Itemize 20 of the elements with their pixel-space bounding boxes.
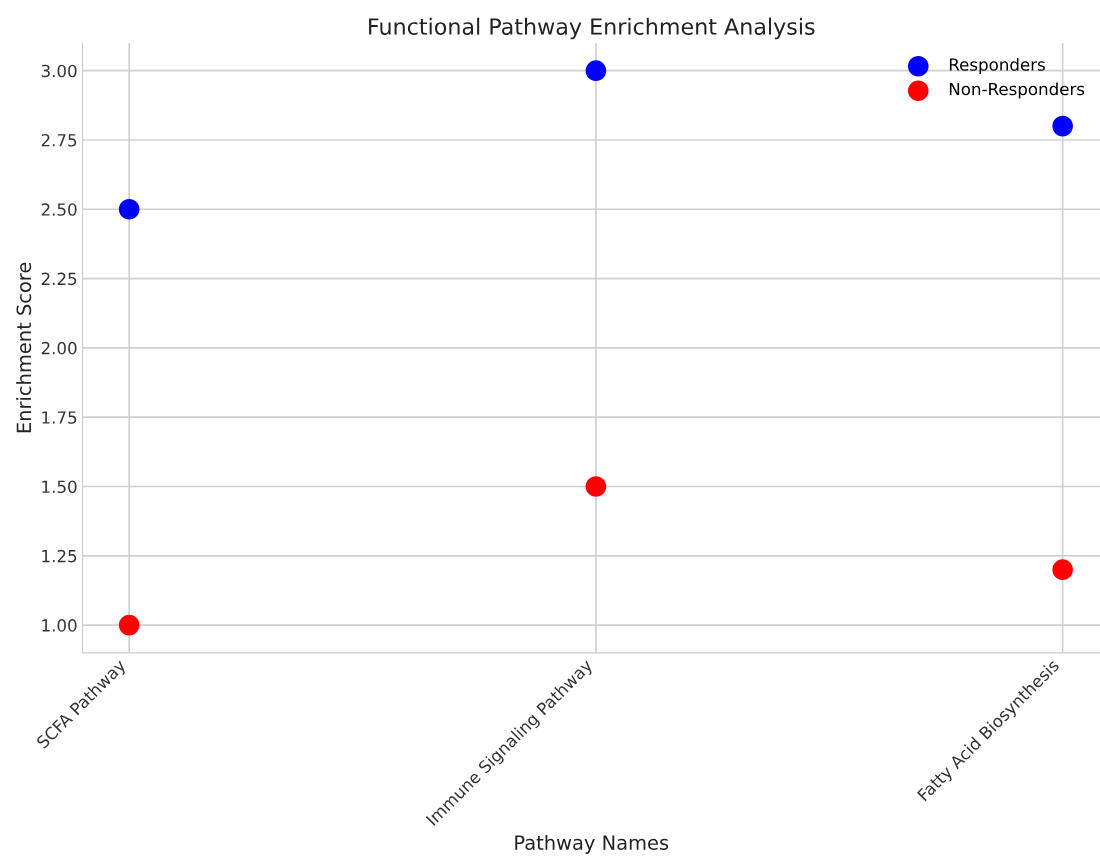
y-tick-label: 1.75 [42, 411, 77, 424]
y-tick-label: 2.25 [41, 272, 77, 286]
y-tick-label: 1.00 [42, 619, 77, 632]
point [1052, 115, 1073, 137]
y-tick-label: 1.50 [42, 480, 77, 494]
y-tick-label: 2.75 [41, 133, 77, 147]
point [1052, 559, 1073, 580]
y-axis-title: Enrichment Score [16, 262, 32, 433]
point [585, 60, 607, 81]
y-tick-label: 1.25 [42, 549, 77, 563]
x-axis-title: Pathway Names [515, 834, 669, 854]
legend-label: Responders [949, 57, 1045, 75]
legend-label: Non-Responders [949, 82, 1085, 99]
y-tick-label: 3.00 [41, 64, 77, 78]
point [585, 476, 607, 497]
y-tick-label: 2.00 [41, 341, 77, 355]
point [118, 198, 140, 220]
chart-title: Functional Pathway Enrichment Analysis [369, 17, 815, 40]
y-tick-label: 2.50 [41, 203, 77, 216]
point [118, 614, 140, 636]
